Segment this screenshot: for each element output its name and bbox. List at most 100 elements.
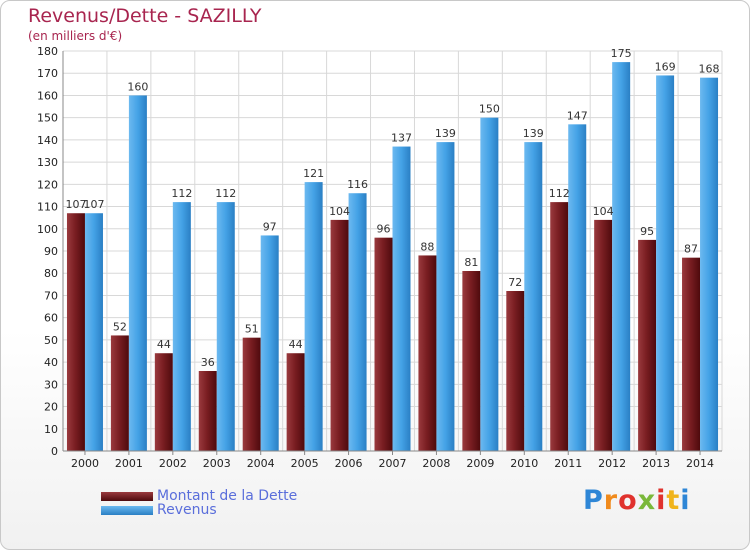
x-tick-label: 2003 [203, 457, 231, 470]
bar-debt [110, 335, 129, 451]
data-label-debt: 44 [289, 338, 303, 351]
logo-letter: x [637, 485, 657, 516]
data-label-revenue: 147 [567, 109, 588, 122]
data-label-revenue: 160 [127, 80, 148, 93]
data-label-debt: 104 [329, 205, 350, 218]
legend-revenue-label: Revenus [157, 502, 217, 518]
bar-debt [66, 213, 85, 451]
y-tick-label: 90 [44, 245, 58, 258]
data-label-revenue: 175 [611, 47, 632, 60]
y-tick-label: 20 [44, 401, 58, 414]
y-tick-label: 10 [44, 423, 58, 436]
logo-letter: P [583, 485, 604, 516]
bar-debt [418, 255, 437, 451]
data-label-debt: 87 [684, 243, 698, 256]
data-label-debt: 96 [377, 223, 391, 236]
bar-revenue [700, 77, 719, 452]
bar-revenue [480, 117, 499, 452]
bar-debt [154, 353, 173, 451]
y-tick-label: 130 [37, 156, 58, 169]
bar-debt [506, 291, 525, 451]
logo-letter: i [680, 485, 691, 516]
x-tick-label: 2011 [554, 457, 582, 470]
legend-revenue-swatch [101, 505, 153, 515]
bar-revenue [172, 202, 191, 451]
data-label-debt: 36 [201, 356, 215, 369]
chart-title: Revenus/Dette - SAZILLY [28, 5, 262, 27]
bar-revenue [656, 75, 675, 451]
x-tick-label: 2002 [159, 457, 187, 470]
data-label-revenue: 112 [215, 187, 236, 200]
bar-debt [638, 239, 657, 451]
data-label-debt: 81 [464, 256, 478, 269]
bar-debt [286, 353, 305, 451]
y-tick-label: 180 [37, 45, 58, 58]
data-label-revenue: 150 [479, 103, 500, 116]
y-tick-label: 30 [44, 378, 58, 391]
y-tick-label: 110 [37, 201, 58, 214]
x-tick-label: 2000 [71, 457, 99, 470]
y-tick-label: 120 [37, 178, 58, 191]
bar-debt [462, 271, 481, 451]
y-tick-label: 150 [37, 112, 58, 125]
data-label-revenue: 97 [263, 220, 277, 233]
bar-debt [242, 337, 261, 451]
data-label-revenue: 139 [523, 127, 544, 140]
bar-revenue [568, 124, 587, 451]
bar-debt [374, 237, 393, 451]
y-tick-label: 40 [44, 356, 58, 369]
y-tick-label: 70 [44, 289, 58, 302]
x-tick-label: 2001 [115, 457, 143, 470]
y-tick-label: 60 [44, 312, 58, 325]
x-tick-label: 2008 [422, 457, 450, 470]
bar-revenue [392, 146, 411, 452]
proxiti-logo: Proxiti [583, 485, 691, 516]
x-tick-label: 2012 [598, 457, 626, 470]
x-tick-label: 2010 [510, 457, 538, 470]
data-label-debt: 52 [113, 320, 127, 333]
data-label-revenue: 168 [699, 63, 720, 76]
bar-revenue [524, 142, 543, 451]
bar-revenue [128, 95, 147, 451]
bar-revenue [304, 182, 323, 451]
x-tick-label: 2013 [642, 457, 670, 470]
chart-subtitle: (en milliers d'€) [28, 29, 123, 43]
bar-revenue [348, 193, 367, 451]
x-tick-label: 2005 [291, 457, 319, 470]
bar-debt [682, 257, 701, 451]
bar-debt [198, 371, 217, 451]
legend-revenue: Revenus [101, 502, 217, 518]
x-tick-label: 2004 [247, 457, 275, 470]
data-label-revenue: 137 [391, 132, 412, 145]
bar-debt [550, 202, 569, 451]
data-label-debt: 107 [65, 198, 86, 211]
data-label-revenue: 121 [303, 167, 324, 180]
data-label-revenue: 107 [83, 198, 104, 211]
data-label-revenue: 116 [347, 178, 368, 191]
data-label-debt: 104 [593, 205, 614, 218]
bar-debt [594, 219, 613, 451]
x-tick-label: 2007 [379, 457, 407, 470]
y-tick-label: 0 [51, 445, 58, 458]
legend-debt: Montant de la Dette [101, 488, 297, 504]
x-tick-label: 2006 [335, 457, 363, 470]
bar-revenue [84, 213, 103, 451]
bar-revenue [260, 235, 279, 451]
legend-debt-swatch [101, 491, 153, 501]
data-label-revenue: 112 [171, 187, 192, 200]
data-label-revenue: 139 [435, 127, 456, 140]
data-label-debt: 88 [420, 240, 434, 253]
logo-letter: r [603, 485, 619, 516]
bar-revenue [216, 202, 235, 451]
data-label-debt: 51 [245, 323, 259, 336]
legend-debt-label: Montant de la Dette [157, 488, 298, 504]
data-label-debt: 95 [640, 225, 654, 238]
data-label-debt: 44 [157, 338, 171, 351]
bar-debt [330, 219, 349, 451]
y-tick-label: 140 [37, 134, 58, 147]
bar-revenue [612, 62, 631, 451]
data-label-debt: 112 [549, 187, 570, 200]
logo-letter: o [618, 485, 638, 516]
